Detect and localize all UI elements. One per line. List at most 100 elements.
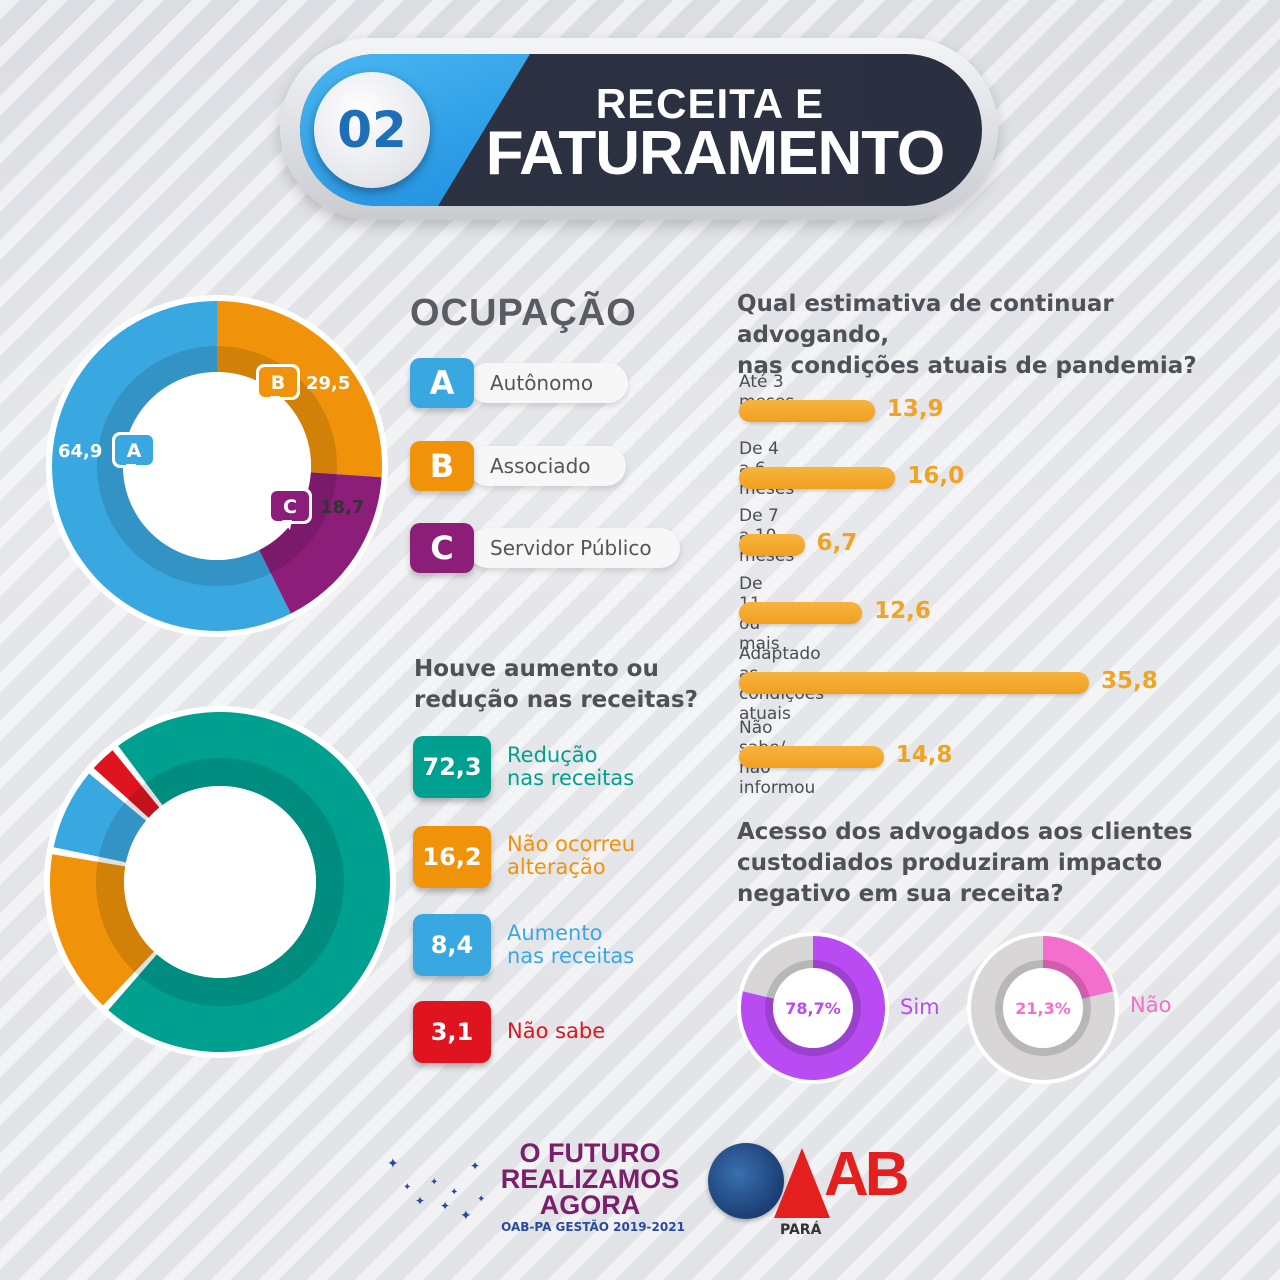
- star-icon: ✦: [470, 1159, 480, 1173]
- revenue-value-1: 72,3: [413, 736, 491, 798]
- page-title-line1: RECEITA E: [595, 80, 825, 127]
- star-icon: ✦: [415, 1194, 425, 1208]
- revenue-question-text: Houve aumento ou redução nas receitas?: [414, 656, 698, 713]
- sim-slice: [741, 936, 885, 1080]
- nao-donut-hole: [1003, 968, 1083, 1048]
- nao-inner-ring: [995, 960, 1091, 1056]
- bar: [739, 672, 1089, 694]
- bar-chart-title-line2: nas condições atuais de pandemia?: [737, 353, 1197, 379]
- occupation-value-a: 64,9: [58, 441, 102, 462]
- legend-badge-c: C: [410, 523, 474, 573]
- chip-pointer: [126, 464, 136, 474]
- bar-value-label: 16,0: [907, 463, 965, 489]
- chip-fill: [271, 491, 309, 521]
- revenue-label-3-line2: nas receitas: [507, 944, 635, 968]
- occupation-inner-ring: [97, 346, 337, 586]
- nao-label: Não: [1130, 993, 1172, 1017]
- chip-pointer: [270, 396, 280, 406]
- revenue-inner-ring: [96, 758, 344, 1006]
- star-icon: ✦: [403, 1182, 411, 1193]
- bar: [739, 746, 884, 768]
- bar: [739, 602, 863, 624]
- access-question-line1: Acesso dos advogados aos clientes: [737, 819, 1193, 845]
- occupation-slice-a: [51, 301, 291, 631]
- oab-globe-icon: [708, 1143, 784, 1219]
- slogan-line2: REALIZAMOS: [500, 1164, 680, 1194]
- slogan: O FUTURO REALIZAMOS AGORA: [495, 1138, 685, 1219]
- revenue-label-1-line2: nas receitas: [507, 766, 635, 790]
- revenue-slice-1: [108, 712, 391, 1052]
- star-icon: ✦: [450, 1187, 458, 1198]
- star-icon: ✦: [387, 1156, 399, 1172]
- occupation-chip-b: B 29,5: [256, 364, 350, 406]
- revenue-question: Houve aumento ou redução nas receitas?: [414, 654, 714, 716]
- section-number: 02: [314, 72, 430, 188]
- revenue-label-3-line1: Aumento: [507, 921, 603, 945]
- access-question-line3: negativo em sua receita?: [737, 881, 1064, 907]
- oab-logo-letters: AB: [824, 1140, 910, 1209]
- occupation-value-c: 18,7: [320, 497, 364, 518]
- star-icon: ✦: [460, 1208, 472, 1224]
- occupation-slice-c: [259, 472, 382, 614]
- access-question: Acesso dos advogados aos clientes custod…: [737, 817, 1257, 910]
- access-question-line2: custodiados produziram impacto: [737, 850, 1163, 876]
- legend-label-a: Autônomo: [468, 363, 628, 403]
- star-icon: ✦: [430, 1177, 438, 1188]
- revenue-donut-chart: [44, 706, 396, 1058]
- bar-value-label: 14,8: [895, 742, 953, 768]
- chip-letter: C: [283, 496, 297, 518]
- revenue-value-4: 3,1: [413, 1001, 491, 1063]
- occupation-value-b: 29,5: [306, 373, 350, 394]
- slogan-sub: OAB-PA GESTÃO 2019-2021: [501, 1220, 685, 1234]
- legend-label-c: Servidor Público: [468, 528, 680, 568]
- revenue-label-2: Não ocorreu alteração: [507, 833, 635, 879]
- chip-pointer: [282, 520, 292, 530]
- sim-label: Sim: [900, 995, 940, 1019]
- revenue-label-4: Não sabe: [507, 1019, 606, 1043]
- bar-value-label: 12,6: [874, 598, 931, 624]
- revenue-value-3: 8,4: [413, 914, 491, 976]
- occupation-title: OCUPAÇÃO: [410, 292, 637, 334]
- occupation-chip-c: C 18,7: [268, 488, 364, 530]
- sim-donut-hole: [773, 968, 853, 1048]
- slogan-line1: O FUTURO: [519, 1138, 661, 1168]
- bar-value-label: 13,9: [886, 396, 944, 422]
- bar-chart-title: Qual estimativa de continuar advogando, …: [737, 289, 1267, 382]
- bar-value-label: 35,8: [1101, 668, 1158, 694]
- occupation-donut-chart: A 64,9 B 29,5 C 18,7: [46, 295, 388, 637]
- bar: [739, 400, 875, 422]
- revenue-label-1: Redução nas receitas: [507, 744, 634, 790]
- nao-value-label: 21,3%: [1015, 999, 1071, 1018]
- stars-decoration: ✦ ✦ ✦ ✦ ✦ ✦ ✦ ✦ ✦: [387, 1156, 485, 1224]
- page-title-line2: FATURAMENTO: [485, 119, 946, 188]
- revenue-value-2: 16,2: [413, 826, 491, 888]
- access-donut-nao: 21,3%: [967, 932, 1119, 1084]
- revenue-slice-3: [53, 773, 147, 863]
- oab-logo-text: AB: [824, 1140, 910, 1210]
- bar: [739, 534, 805, 556]
- legend-label-b: Associado: [468, 446, 626, 486]
- revenue-slice-2: [50, 854, 154, 1006]
- occupation-donut-hole: [123, 372, 311, 560]
- revenue-label-2-line2: alteração: [507, 855, 606, 879]
- oab-logo-sub: PARÁ: [780, 1222, 822, 1238]
- revenue-donut-hole: [124, 786, 316, 978]
- access-donut-sim: 78,7%: [737, 932, 889, 1084]
- revenue-slice-4: [93, 750, 160, 818]
- revenue-label-1-line1: Redução: [507, 743, 598, 767]
- revenue-label-3: Aumento nas receitas: [507, 922, 634, 968]
- chip-letter: A: [127, 440, 142, 462]
- legend-badge-a: A: [410, 358, 474, 408]
- bar-value-label: 6,7: [816, 530, 858, 556]
- nao-slice: [1043, 936, 1114, 999]
- star-icon: ✦: [477, 1194, 485, 1205]
- chip-letter: B: [271, 372, 285, 394]
- chip-fill: [259, 367, 297, 397]
- sim-inner-ring: [765, 960, 861, 1056]
- bar-chart-title-line1: Qual estimativa de continuar advogando,: [737, 291, 1114, 348]
- chip-fill: [115, 435, 153, 465]
- sim-value-label: 78,7%: [785, 999, 841, 1018]
- revenue-label-2-line1: Não ocorreu: [507, 832, 636, 856]
- star-icon: ✦: [440, 1199, 450, 1213]
- occupation-chip-a: A 64,9: [58, 432, 156, 474]
